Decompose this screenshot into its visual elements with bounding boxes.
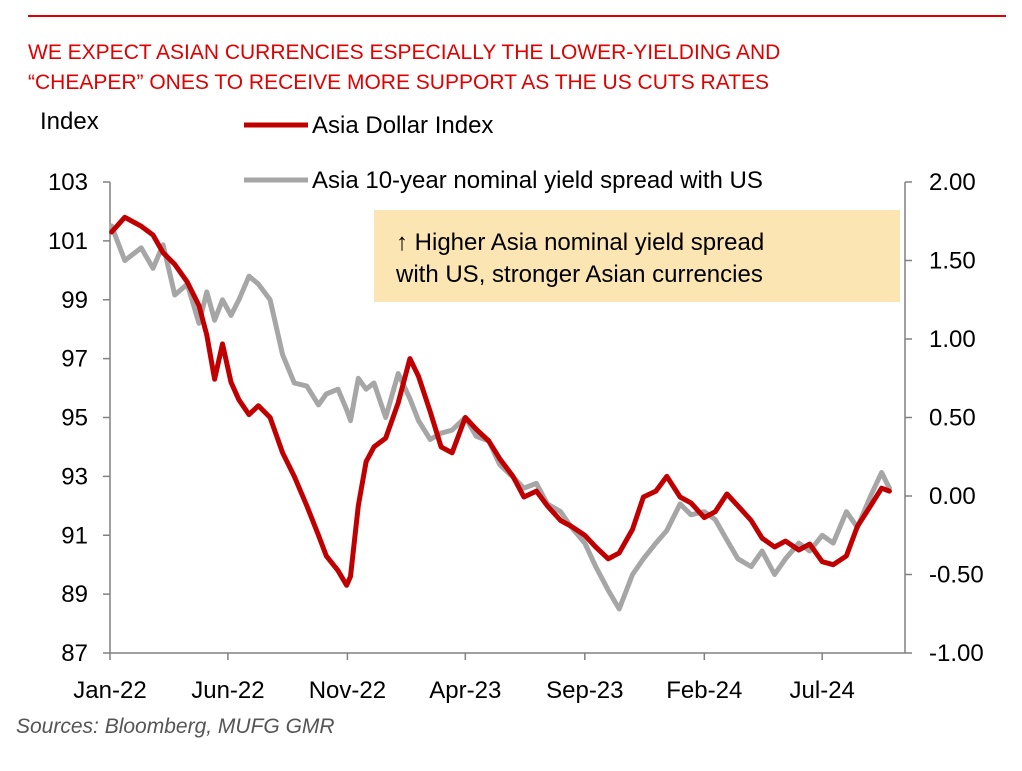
annotation-background	[374, 210, 900, 302]
legend-label-yield-spread: Asia 10-year nominal yield spread with U…	[312, 167, 763, 194]
right-tick-label: 1.50	[929, 248, 976, 275]
x-tick-label: Nov-22	[309, 677, 386, 704]
chart-title-line-1: WE EXPECT ASIAN CURRENCIES ESPECIALLY TH…	[28, 41, 780, 64]
series-line-asia-dollar-index	[109, 214, 892, 588]
annotation-box: ↑ Higher Asia nominal yield spread with …	[374, 210, 900, 302]
left-tick-label: 97	[61, 346, 88, 373]
right-tick-label: 2.00	[929, 169, 976, 196]
left-tick-label: 103	[48, 169, 88, 196]
y-axis-label: Index	[40, 108, 99, 135]
left-tick-label: 91	[61, 522, 88, 549]
x-tick-label: Feb-24	[666, 677, 742, 704]
right-tick-label: -0.50	[929, 562, 984, 589]
annotation-line-2: with US, stronger Asian currencies	[395, 261, 763, 288]
series	[109, 214, 892, 612]
source-note: Sources: Bloomberg, MUFG GMR	[16, 715, 335, 738]
axes: 103 101 99 97 95 93 91 89 87 2.00 1.50 1.00 0.50 0.00…	[48, 169, 984, 704]
right-tick-label: 1.00	[929, 326, 976, 353]
left-tick-label: 99	[61, 287, 88, 314]
right-tick-label: 0.00	[929, 483, 976, 510]
x-tick-label: Sep-23	[546, 677, 623, 704]
left-tick-label: 93	[61, 463, 88, 490]
x-tick-label: Jun-22	[191, 677, 264, 704]
left-tick-label: 101	[48, 228, 88, 255]
chart-title-line-2: “CHEAPER” ONES TO RECEIVE MORE SUPPORT A…	[28, 71, 769, 94]
left-tick-label: 95	[61, 405, 88, 432]
series-line-yield-spread	[109, 223, 892, 612]
legend: Asia Dollar Index Asia 10-year nominal y…	[244, 112, 763, 194]
x-tick-label: Jan-22	[73, 677, 146, 704]
right-tick-label: 0.50	[929, 405, 976, 432]
annotation-line-1: ↑ Higher Asia nominal yield spread	[396, 229, 764, 256]
left-tick-label: 89	[61, 581, 88, 608]
left-tick-label: 87	[61, 640, 88, 667]
x-tick-label: Apr-23	[429, 677, 501, 704]
legend-label-asia-dollar-index: Asia Dollar Index	[312, 112, 493, 139]
x-tick-label: Jul-24	[790, 677, 855, 704]
right-tick-label: -1.00	[929, 640, 984, 667]
